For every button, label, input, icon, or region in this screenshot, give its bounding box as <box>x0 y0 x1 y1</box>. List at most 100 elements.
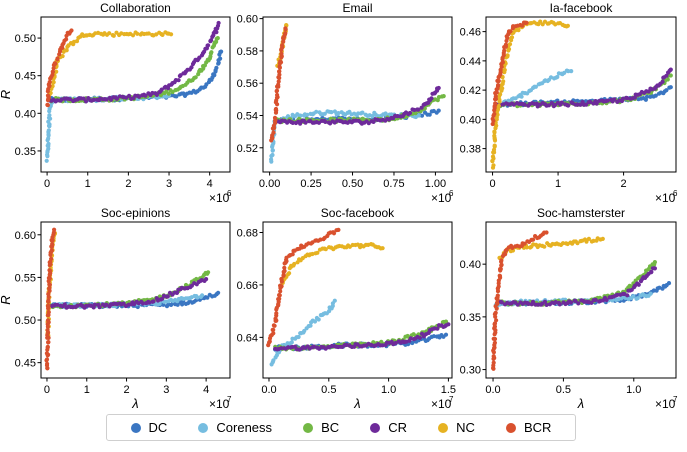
point-coreness <box>555 74 560 80</box>
point-cr <box>290 120 295 125</box>
x-tick-label: 1.0 <box>381 384 396 396</box>
legend-marker-dc <box>130 422 141 433</box>
point-cr <box>604 297 609 303</box>
point-coreness <box>332 298 337 303</box>
point-bcr <box>491 366 496 371</box>
legend-entry-dc: DC <box>130 420 167 435</box>
point-bcr <box>493 94 498 99</box>
point-cr <box>395 114 400 119</box>
point-bcr <box>53 61 58 66</box>
point-bcr <box>46 340 51 345</box>
plot-frame <box>485 16 677 173</box>
point-bcr <box>522 241 527 246</box>
legend-label-bc: BC <box>321 420 340 435</box>
point-bcr <box>490 116 495 121</box>
point-nc <box>492 133 497 138</box>
point-nc <box>74 39 80 44</box>
point-coreness <box>298 113 303 118</box>
point-coreness <box>270 152 275 158</box>
x-axis-label: λ <box>577 396 584 411</box>
point-coreness <box>631 294 636 299</box>
x-tick-label: 1.00 <box>425 178 446 190</box>
point-cr <box>544 302 549 307</box>
x-tick-label: 0 <box>44 178 50 190</box>
point-bcr <box>497 273 502 278</box>
point-cr <box>204 277 209 282</box>
point-coreness <box>329 110 334 115</box>
point-bcr <box>279 284 284 289</box>
x-axis-label: λ <box>353 396 360 411</box>
point-cr <box>104 97 109 102</box>
point-nc <box>586 236 592 241</box>
point-bcr <box>46 303 51 308</box>
point-cr <box>416 107 421 112</box>
y-tick-label: 0.60 <box>15 230 36 242</box>
point-cr <box>127 93 132 98</box>
point-cr <box>522 102 527 107</box>
point-bcr <box>276 82 281 87</box>
point-bcr <box>267 339 272 344</box>
y-tick-label: 0.35 <box>15 146 36 158</box>
point-cr <box>526 301 531 306</box>
point-bcr <box>69 28 74 33</box>
point-nc <box>51 80 56 85</box>
point-coreness <box>48 116 53 121</box>
point-bcr <box>46 292 51 297</box>
point-cr <box>636 282 641 287</box>
y-tick-label: 0.68 <box>237 227 258 239</box>
point-cr <box>605 98 610 103</box>
point-bcr <box>277 75 282 81</box>
point-bcr <box>283 31 288 36</box>
point-cr <box>664 73 669 78</box>
point-bcr <box>47 282 52 287</box>
point-bcr <box>45 103 51 108</box>
point-bcr <box>51 66 56 71</box>
point-coreness <box>285 114 291 119</box>
point-bcr <box>46 298 51 303</box>
point-nc <box>505 53 510 58</box>
x-tick-label: 3 <box>166 178 172 190</box>
legend-marker-coreness <box>198 422 209 433</box>
point-cr <box>81 96 86 101</box>
point-nc <box>524 245 529 250</box>
x-multiplier-label: ×10 <box>431 397 452 411</box>
x-axis-label: λ <box>131 396 138 411</box>
legend-label-bcr: BCR <box>523 420 552 435</box>
point-cr <box>593 297 598 302</box>
point-dc <box>180 302 185 307</box>
point-coreness <box>566 69 571 74</box>
point-dc <box>653 93 658 98</box>
point-cr <box>176 78 181 83</box>
point-bc <box>166 91 171 96</box>
point-bcr <box>283 26 288 31</box>
y-tick-label: 0.35 <box>460 312 481 324</box>
point-bcr <box>290 252 295 257</box>
point-bcr <box>493 310 498 315</box>
point-bc <box>193 75 198 80</box>
point-cr <box>97 305 102 310</box>
x-tick-label: 2 <box>621 178 627 190</box>
x-tick-label: 0 <box>489 178 495 190</box>
point-cr <box>147 300 152 305</box>
point-bcr <box>46 275 52 281</box>
point-coreness <box>200 293 205 298</box>
point-coreness <box>269 157 274 162</box>
point-bcr <box>503 42 508 47</box>
point-bc <box>422 106 427 111</box>
point-coreness <box>370 114 375 119</box>
x-multiplier-exponent: 6 <box>227 189 232 198</box>
point-bc <box>206 270 211 275</box>
point-dc <box>443 332 449 337</box>
panel-soc-hamsterster: Soc-hamsterster 0.0 0.5 1.0 0.30 0.35 0.40 ×107… <box>460 206 678 411</box>
point-cr <box>530 299 536 304</box>
x-multiplier-exponent: 6 <box>673 189 678 198</box>
point-cr <box>652 266 658 271</box>
point-bcr <box>282 268 287 274</box>
point-coreness <box>302 328 307 334</box>
point-bcr <box>272 115 278 120</box>
legend-entry-nc: NC <box>438 420 475 435</box>
legend: DC Coreness BC CR NC BCR <box>106 414 576 441</box>
x-tick-label: 0.00 <box>259 178 280 190</box>
point-bcr <box>50 238 55 243</box>
point-cr <box>311 344 316 349</box>
